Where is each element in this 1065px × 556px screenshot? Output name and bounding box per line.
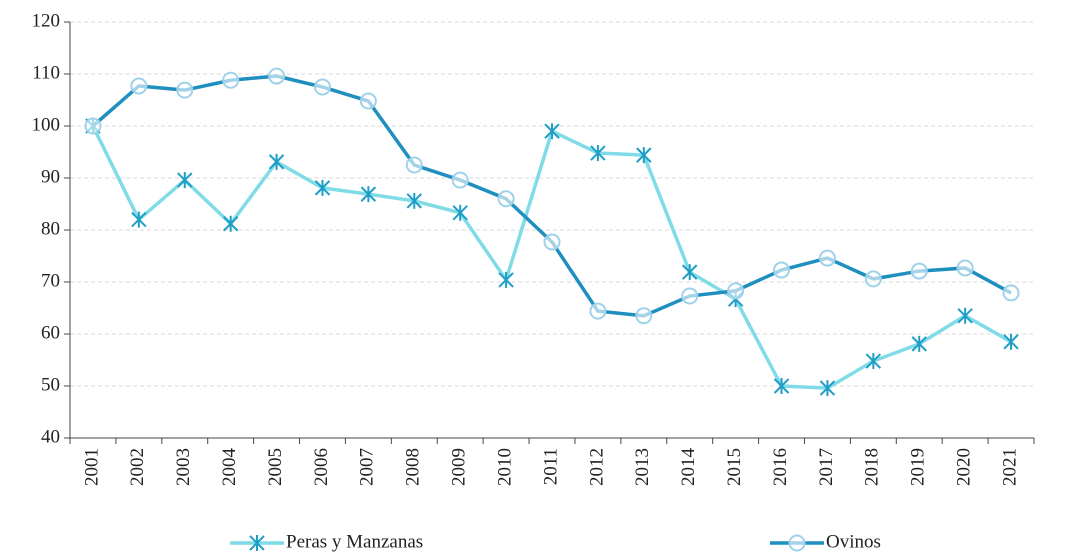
x-tick-label: 2005 (265, 448, 286, 486)
marker (544, 123, 560, 140)
y-tick-label: 40 (41, 426, 60, 447)
marker (818, 249, 836, 267)
marker (130, 77, 148, 95)
x-tick-label: 2011 (540, 448, 561, 485)
marker (268, 67, 286, 85)
x-tick-label: 2016 (770, 448, 791, 486)
y-tick-label: 60 (41, 322, 60, 343)
x-tick-label: 2007 (357, 448, 378, 486)
marker (497, 190, 515, 208)
marker (222, 215, 239, 232)
marker (498, 271, 514, 288)
marker (910, 262, 928, 280)
x-tick-label: 2019 (908, 448, 929, 486)
marker (590, 145, 606, 162)
x-tick-label: 2008 (403, 448, 424, 486)
x-tick-label: 2009 (449, 448, 470, 486)
marker (405, 156, 423, 174)
marker (727, 282, 745, 300)
marker (682, 264, 698, 281)
y-tick-label: 80 (41, 218, 60, 239)
marker (222, 71, 240, 89)
marker (359, 92, 377, 110)
y-tick-label: 100 (32, 114, 61, 135)
marker (956, 259, 974, 277)
marker (452, 204, 468, 221)
marker (177, 172, 193, 189)
marker (788, 534, 806, 552)
x-tick-label: 2002 (127, 448, 148, 486)
marker (84, 117, 102, 135)
marker (957, 307, 973, 324)
marker (681, 287, 699, 305)
x-tick-label: 2017 (816, 448, 837, 486)
series-line (91, 125, 1012, 390)
marker (635, 307, 653, 325)
marker (773, 378, 790, 394)
marker (249, 535, 265, 551)
marker (314, 179, 331, 196)
y-tick-label: 120 (32, 10, 61, 31)
marker (1002, 284, 1020, 302)
marker (543, 233, 561, 251)
marker (176, 81, 194, 99)
legend-label: Peras y Manzanas (286, 531, 423, 552)
marker (360, 186, 377, 203)
marker (268, 153, 285, 170)
marker (864, 270, 882, 288)
x-tick-label: 2012 (586, 448, 607, 486)
y-tick-label: 70 (41, 270, 60, 291)
legend-label: Ovinos (826, 531, 881, 552)
marker (313, 78, 331, 96)
marker (819, 380, 836, 397)
marker (589, 302, 607, 320)
x-tick-label: 2021 (999, 448, 1020, 486)
x-tick-label: 2020 (954, 448, 975, 486)
x-tick-label: 2003 (173, 448, 194, 486)
x-tick-label: 2004 (219, 448, 240, 487)
x-tick-label: 2001 (81, 448, 102, 486)
y-tick-label: 110 (32, 62, 60, 83)
y-tick-label: 50 (41, 374, 60, 395)
marker (406, 192, 422, 209)
marker (773, 261, 791, 279)
marker (131, 211, 147, 228)
marker (911, 335, 927, 352)
x-tick-label: 2018 (862, 448, 883, 486)
x-tick-label: 2015 (724, 448, 745, 486)
x-tick-label: 2014 (678, 448, 699, 487)
marker (865, 353, 882, 370)
x-tick-label: 2013 (632, 448, 653, 486)
marker (451, 171, 469, 189)
marker (1003, 333, 1019, 350)
x-tick-label: 2010 (494, 448, 515, 486)
marker (636, 147, 652, 164)
y-tick-label: 90 (41, 166, 60, 187)
x-tick-label: 2006 (311, 448, 332, 486)
